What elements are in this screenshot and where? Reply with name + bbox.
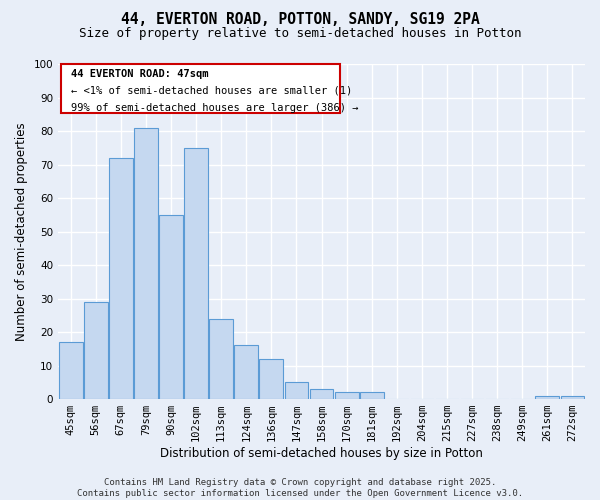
Text: 99% of semi-detached houses are larger (386) →: 99% of semi-detached houses are larger (…	[71, 102, 359, 113]
Bar	[335, 392, 359, 399]
Text: Contains HM Land Registry data © Crown copyright and database right 2025.
Contai: Contains HM Land Registry data © Crown c…	[77, 478, 523, 498]
Bar	[209, 318, 233, 399]
Bar	[360, 392, 383, 399]
Text: 44 EVERTON ROAD: 47sqm: 44 EVERTON ROAD: 47sqm	[71, 69, 209, 79]
Bar	[284, 382, 308, 399]
Y-axis label: Number of semi-detached properties: Number of semi-detached properties	[15, 122, 28, 341]
X-axis label: Distribution of semi-detached houses by size in Potton: Distribution of semi-detached houses by …	[160, 447, 483, 460]
Bar	[560, 396, 584, 399]
Bar	[184, 148, 208, 399]
Bar	[159, 215, 183, 399]
Text: 44, EVERTON ROAD, POTTON, SANDY, SG19 2PA: 44, EVERTON ROAD, POTTON, SANDY, SG19 2P…	[121, 12, 479, 28]
FancyBboxPatch shape	[61, 64, 340, 112]
Bar	[134, 128, 158, 399]
Bar	[59, 342, 83, 399]
Text: ← <1% of semi-detached houses are smaller (1): ← <1% of semi-detached houses are smalle…	[71, 86, 352, 96]
Bar	[259, 359, 283, 399]
Bar	[84, 302, 107, 399]
Bar	[109, 158, 133, 399]
Bar	[310, 389, 334, 399]
Bar	[235, 346, 258, 399]
Bar	[535, 396, 559, 399]
Text: Size of property relative to semi-detached houses in Potton: Size of property relative to semi-detach…	[79, 28, 521, 40]
